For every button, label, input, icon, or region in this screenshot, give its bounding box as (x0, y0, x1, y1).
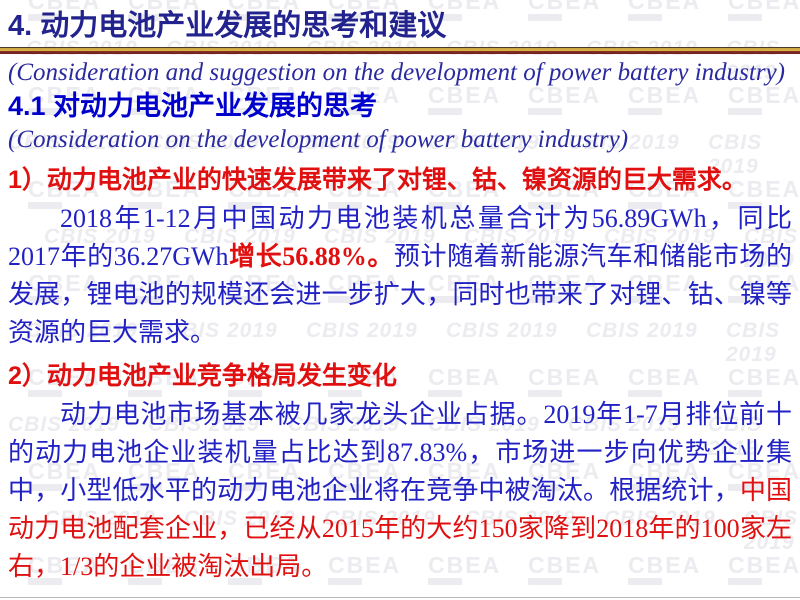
section-heading: 4.1 对动力电池产业发展的思考 (8, 91, 378, 121)
slide-content: 4. 动力电池产业发展的思考和建议 (Consideration and sug… (0, 10, 800, 586)
bottom-divider (0, 597, 800, 598)
title-divider (0, 47, 800, 54)
slide-title: 4. 动力电池产业发展的思考和建议 (8, 10, 447, 42)
point1-heading: 1）动力电池产业的快速发展带来了对锂、钴、镍资源的巨大需求。 (8, 166, 747, 194)
point2-body: 动力电池市场基本被几家龙头企业占据。2019年1-7月排位前十的动力电池企业装机… (8, 396, 792, 586)
point2-body-text-start: 动力电池市场基本被几家龙头企业占据。2019年1-7月排位前十的动力电池企业装机… (8, 400, 792, 505)
point1-body-text-start: 2018年1-12月中国动力电池装机总量合计为56.89GWh，同比2017年的… (8, 204, 792, 271)
point2-heading: 2）动力电池产业竞争格局发生变化 (8, 362, 397, 390)
point1-body: 2018年1-12月中国动力电池装机总量合计为56.89GWh，同比2017年的… (8, 200, 792, 352)
point1-body-text-end: 预计随着新能源汽车和储能市场的发展，锂电池的规模还会进一步扩大，同时也带来了对锂… (8, 242, 792, 347)
slide-title-english: (Consideration and suggestion on the dev… (8, 59, 785, 86)
point1-body-highlight: 增长56.88%。 (228, 242, 394, 271)
section-heading-english: (Consideration on the development of pow… (8, 126, 629, 153)
